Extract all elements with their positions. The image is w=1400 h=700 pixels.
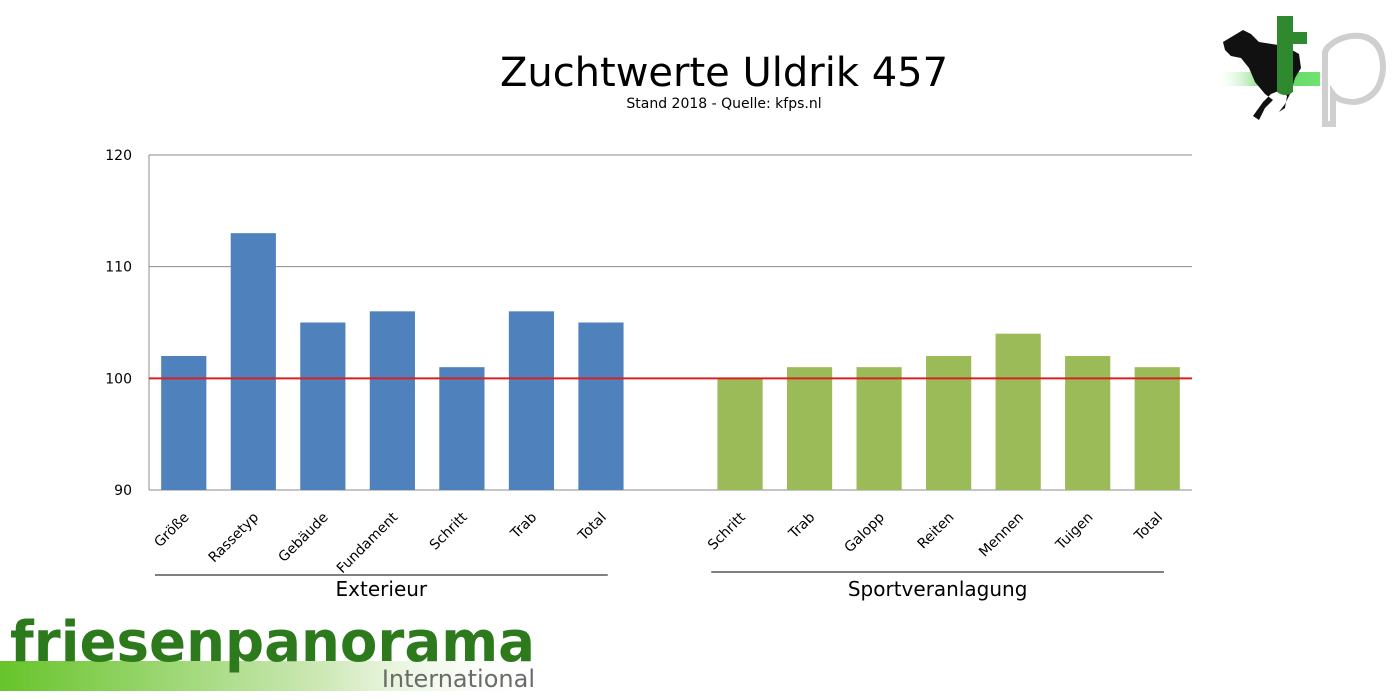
x-tick-label: Tuigen (1052, 510, 1096, 554)
y-tick-label: 110 (105, 260, 132, 276)
x-tick-label: Schritt (705, 509, 749, 553)
bar (369, 311, 415, 490)
x-tick-label: Trab (785, 509, 818, 542)
y-tick-label: 100 (105, 371, 132, 387)
chart-subtitle: Stand 2018 - Quelle: kfps.nl (626, 96, 821, 112)
x-tick-label: Galopp (842, 509, 889, 556)
bar (856, 367, 902, 490)
friesenpanorama-logo: friesenpanorama International (0, 610, 545, 693)
bars (161, 233, 1180, 490)
y-tick-label: 120 (105, 148, 132, 164)
x-tick-label: Rassetyp (206, 509, 263, 566)
x-tick-label: Total (1131, 510, 1166, 545)
bar (300, 322, 346, 490)
group-label: Sportveranlagung (848, 577, 1028, 601)
friesenpanorama-text: friesenpanorama (10, 610, 535, 675)
bar (717, 378, 763, 490)
kfp-logo (1215, 16, 1387, 127)
bar (439, 367, 485, 490)
bar (230, 233, 276, 490)
bar (161, 356, 207, 490)
y-tick-label: 90 (114, 483, 132, 499)
x-tick-label: Trab (507, 509, 540, 542)
bar (508, 311, 555, 490)
group-labels: Exterieur Sportveranlagung (155, 571, 1164, 601)
bar (1134, 367, 1180, 490)
international-text: International (382, 665, 535, 693)
x-tick-label: Mennen (976, 510, 1027, 561)
x-tick-label: Gebäude (276, 510, 332, 566)
group-label: Exterieur (336, 577, 428, 601)
bar (786, 367, 833, 490)
bar (995, 333, 1041, 490)
bar (578, 322, 624, 490)
x-tick-label: Schritt (427, 509, 471, 553)
x-axis-labels: Größe Rassetyp Gebäude Fundament Schritt Trab… (151, 509, 1166, 577)
bar (1065, 356, 1111, 490)
bar (926, 356, 972, 490)
x-tick-label: Fundament (334, 509, 402, 577)
x-tick-label: Reiten (915, 510, 958, 553)
chart-title: Zuchtwerte Uldrik 457 (500, 50, 948, 96)
x-tick-label: Größe (151, 510, 192, 551)
y-axis: 90 100 110 120 (105, 148, 150, 499)
x-tick-label: Total (575, 510, 610, 545)
